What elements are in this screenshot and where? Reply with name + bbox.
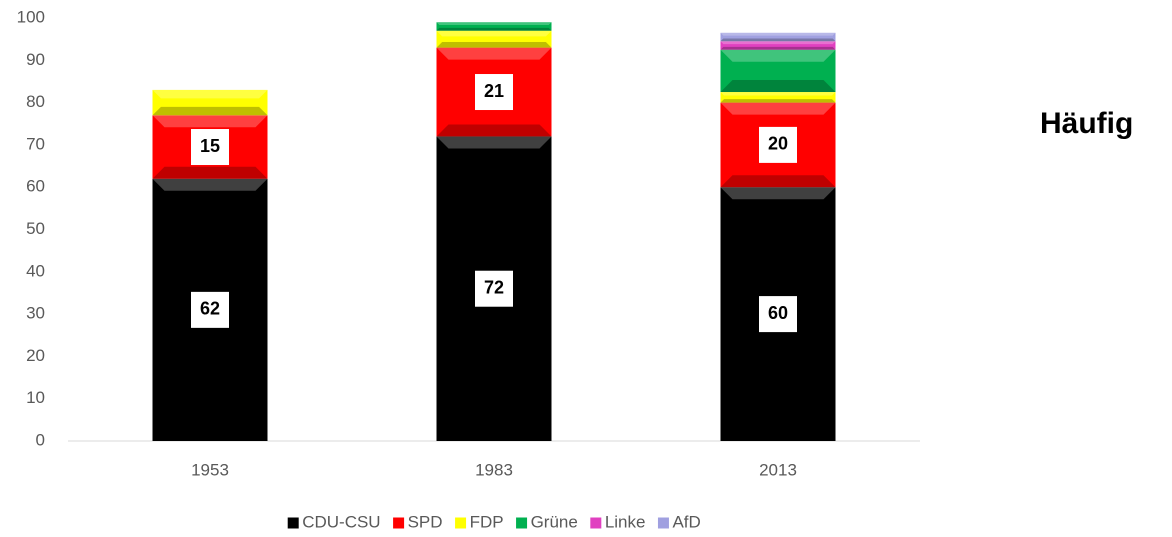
bevel (720, 187, 836, 200)
bevel (436, 124, 552, 137)
bevel (720, 429, 836, 441)
data-label-box (759, 296, 797, 333)
y-tick-label: 60 (26, 177, 45, 196)
legend-label: Linke (605, 512, 646, 531)
bevel (720, 99, 836, 103)
bevel (152, 166, 268, 179)
bevel (152, 106, 268, 116)
data-label: 60 (768, 303, 788, 323)
y-tick-label: 90 (26, 50, 45, 69)
y-tick-label: 10 (26, 388, 45, 407)
bevel (720, 49, 836, 62)
bevel (436, 136, 552, 149)
bevel (720, 41, 836, 45)
bevel (436, 47, 552, 60)
bevel (436, 41, 552, 48)
legend-swatch (656, 516, 670, 530)
legend-swatch (392, 516, 406, 530)
y-tick-label: 20 (26, 346, 45, 365)
bevel (436, 22, 552, 26)
legend-label: CDU-CSU (302, 512, 380, 531)
y-tick-label: 70 (26, 134, 45, 153)
bevel (720, 92, 836, 96)
x-tick-label: 2013 (759, 460, 797, 479)
annotation: Häufig (1040, 107, 1133, 140)
legend-swatch (589, 516, 603, 530)
y-tick-label: 50 (26, 219, 45, 238)
data-label-box (759, 126, 797, 163)
data-label: 20 (768, 134, 788, 154)
bar-segment (152, 89, 268, 116)
data-label-box (475, 270, 513, 307)
data-label: 72 (484, 277, 504, 297)
data-label-box (191, 129, 229, 166)
bar-segment (436, 30, 552, 48)
data-label: 21 (484, 81, 504, 101)
legend: CDU-CSU SPD FDP Grüne Linke AfD (286, 512, 701, 531)
bevel (436, 30, 552, 37)
y-tick-label: 80 (26, 92, 45, 111)
bevel (720, 32, 836, 36)
data-label: 62 (200, 299, 220, 319)
y-tick-label: 40 (26, 261, 45, 280)
y-tick-label: 100 (17, 7, 45, 26)
legend-swatch (286, 516, 300, 530)
legend-label: FDP (470, 512, 504, 531)
x-tick-label: 1953 (191, 460, 229, 479)
bevel (720, 46, 836, 50)
legend-swatch (515, 516, 529, 530)
bar-segment (720, 41, 836, 50)
y-tick-label: 30 (26, 304, 45, 323)
legend-label: AfD (672, 512, 700, 531)
data-label-box (191, 291, 229, 328)
bevel (152, 429, 268, 441)
legend-swatch (454, 516, 468, 530)
bevel (152, 178, 268, 191)
bevel (720, 175, 836, 188)
bevel (720, 38, 836, 42)
bar-segment (720, 49, 836, 93)
bar-segment (436, 22, 552, 31)
bevel (720, 102, 836, 115)
legend-label: SPD (408, 512, 443, 531)
bar-segment (720, 92, 836, 103)
legend-label: Grüne (531, 512, 578, 531)
x-tick-label: 1983 (475, 460, 513, 479)
bar-segment (720, 32, 836, 42)
y-tick-label: 0 (36, 430, 45, 449)
bevel (436, 27, 552, 31)
bevel (720, 80, 836, 93)
bevel (436, 429, 552, 441)
data-label-box (475, 74, 513, 111)
bevel (152, 89, 268, 99)
bevel (152, 115, 268, 128)
data-label: 15 (200, 136, 220, 156)
